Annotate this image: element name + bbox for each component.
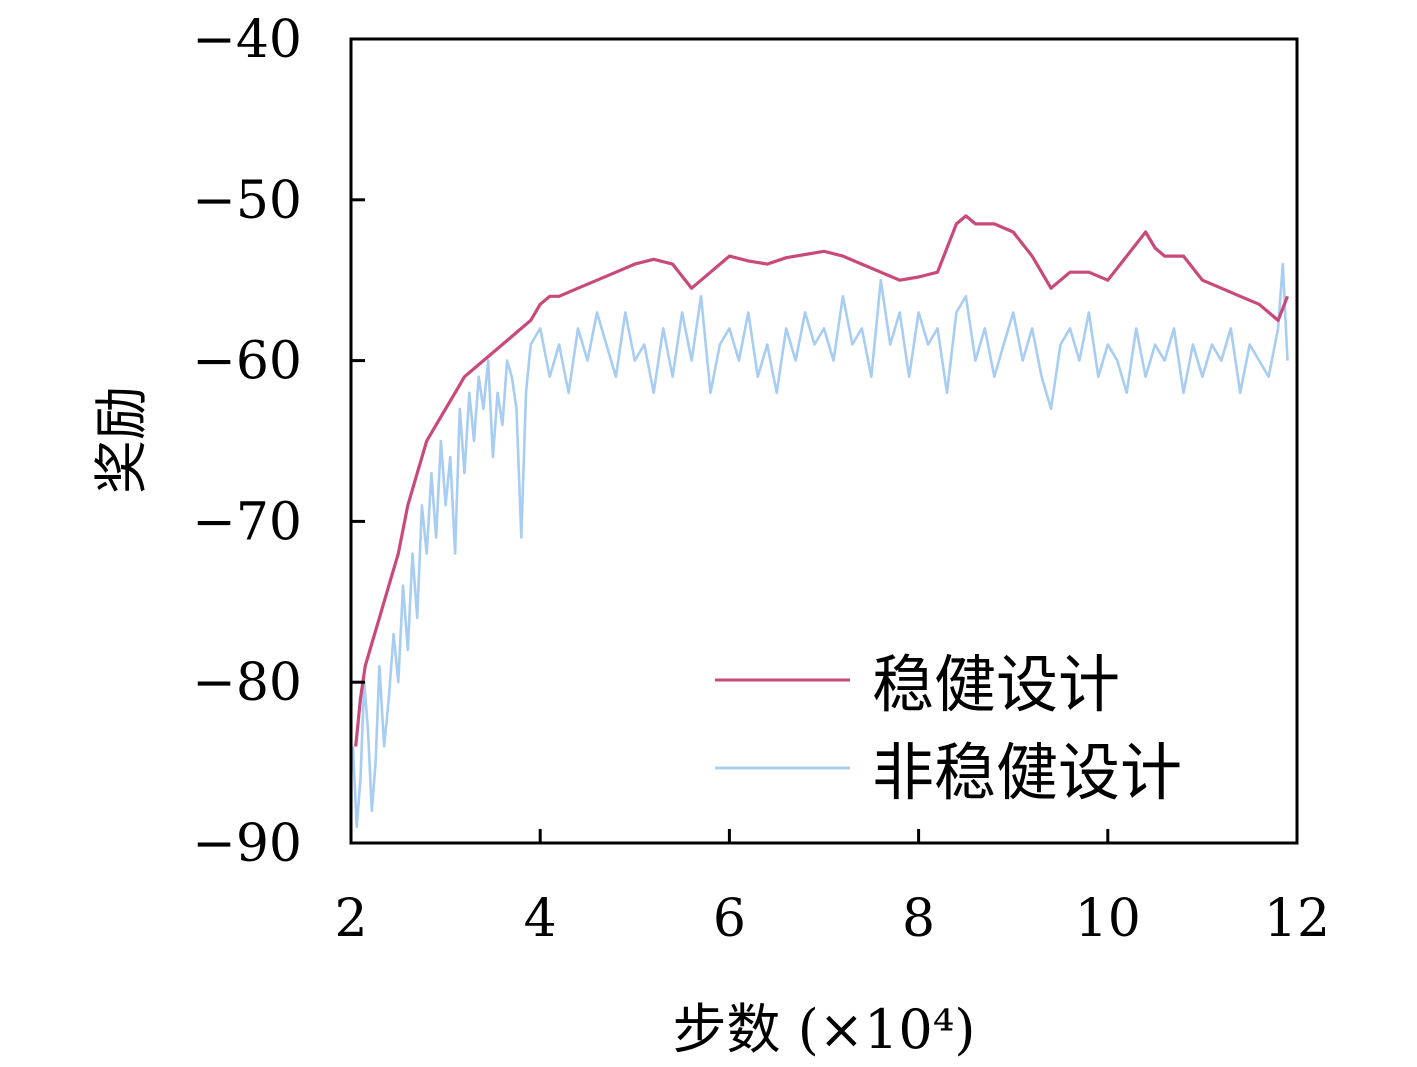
x-axis-label: 步数 (×10⁴) (673, 998, 976, 1061)
y-tick-label: −90 (192, 814, 302, 874)
x-tick-label: 10 (1075, 889, 1141, 949)
y-axis-label: 奖励 (90, 386, 153, 494)
legend: 稳健设计 非稳健设计 (715, 648, 1182, 809)
legend-label-nonrobust: 非稳健设计 (872, 736, 1182, 809)
y-tick-label: −70 (192, 492, 302, 552)
y-tick-label: −50 (192, 171, 302, 231)
plot-frame (349, 37, 1299, 845)
y-tick-label: −40 (192, 10, 302, 70)
legend-label-robust: 稳健设计 (872, 648, 1120, 721)
ticks-layer: 2 4 6 8 10 12 −90 −80 −70 −60 −50 −40 (192, 10, 1330, 949)
x-tick-label: 12 (1264, 889, 1330, 949)
series-line-nonrobust (351, 262, 1289, 829)
x-tick-label: 4 (524, 889, 557, 949)
x-tick-label: 6 (713, 889, 746, 949)
y-tick-label: −80 (192, 653, 302, 713)
series-layer (351, 214, 1289, 829)
x-tick-label: 8 (902, 889, 935, 949)
y-tick-label: −60 (192, 332, 302, 392)
series-line-robust (354, 214, 1289, 747)
x-tick-label: 2 (334, 889, 367, 949)
